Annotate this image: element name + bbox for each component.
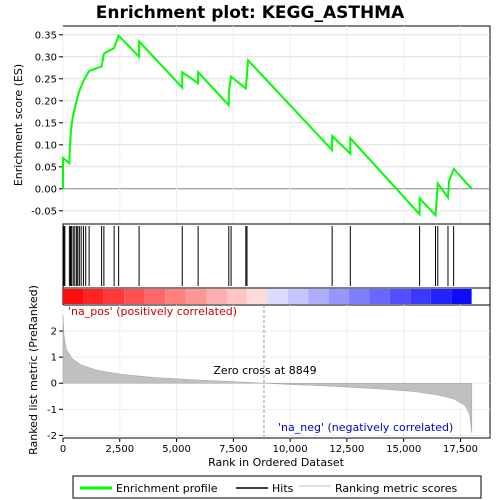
chart-title: Enrichment plot: KEGG_ASTHMA bbox=[96, 3, 405, 23]
metric-panel-frame bbox=[62, 304, 491, 439]
enrichment-profile-line bbox=[62, 33, 473, 218]
es-tick-label: 0.30 bbox=[35, 52, 57, 63]
es-tick-label: 0.20 bbox=[35, 96, 57, 107]
color-bar-segment bbox=[349, 289, 370, 304]
color-bar-segment bbox=[185, 289, 207, 304]
color-bar-segment bbox=[287, 289, 309, 304]
x-tick-label: 5,000 bbox=[162, 444, 191, 455]
x-tick-label: 17,500 bbox=[443, 444, 478, 455]
x-tick-label: 7,500 bbox=[219, 444, 248, 455]
es-y-axis-label: Enrichment score (ES) bbox=[12, 64, 25, 186]
negative-correlation-label: 'na_neg' (negatively correlated) bbox=[278, 421, 453, 434]
zero-cross-label: Zero cross at 8849 bbox=[213, 364, 316, 377]
es-tick-label: 0.25 bbox=[35, 74, 57, 85]
color-bar-segment bbox=[103, 289, 125, 304]
es-gridlines bbox=[62, 26, 490, 224]
metric-tick-label: 2 bbox=[51, 327, 57, 338]
color-bar-segment bbox=[63, 289, 84, 304]
color-bar-segment bbox=[328, 289, 350, 304]
color-bar-segment bbox=[165, 289, 186, 304]
hits-panel-frame bbox=[62, 223, 491, 289]
es-y-ticks: -0.05 0.00 0.05 0.10 0.15 0.20 0.25 0.30 0.35 bbox=[31, 30, 63, 217]
es-panel-frame bbox=[62, 25, 491, 225]
metric-y-axis-label: Ranked list metric (PreRanked) bbox=[27, 285, 40, 455]
legend-frame bbox=[72, 475, 482, 499]
legend-enrichment-label: Enrichment profile bbox=[116, 482, 218, 495]
es-tick-label: 0.05 bbox=[35, 162, 57, 173]
legend-metric-label: Ranking metric scores bbox=[335, 482, 457, 495]
metric-tick-label: 1 bbox=[51, 353, 57, 364]
metric-tick-label: -1 bbox=[47, 405, 57, 416]
color-bar-segment bbox=[369, 289, 390, 304]
legend-hits-label: Hits bbox=[272, 482, 294, 495]
color-bar-segment bbox=[226, 289, 247, 304]
positive-correlation-label: 'na_pos' (positively correlated) bbox=[68, 305, 237, 318]
color-bar-segment bbox=[451, 289, 472, 304]
color-bar-segment bbox=[144, 289, 166, 304]
color-bar-segment bbox=[410, 289, 431, 304]
legend: Enrichment profile Hits Ranking metric s… bbox=[72, 475, 482, 499]
metric-tick-label: -2 bbox=[47, 431, 57, 442]
x-tick-label: 15,000 bbox=[386, 444, 421, 455]
color-bar-segment bbox=[83, 289, 104, 304]
ranking-metric-area bbox=[62, 315, 473, 433]
color-bar-segment bbox=[246, 289, 268, 304]
x-axis-label: Rank in Ordered Dataset bbox=[208, 456, 345, 469]
es-tick-label: 0.10 bbox=[35, 140, 57, 151]
es-tick-label: 0.15 bbox=[35, 118, 57, 129]
es-tick-label: -0.05 bbox=[31, 206, 57, 217]
rank-color-bar bbox=[63, 289, 472, 304]
color-bar-segment bbox=[308, 289, 329, 304]
es-tick-label: 0.35 bbox=[35, 30, 57, 41]
color-bar-segment bbox=[267, 289, 288, 304]
hit-marks bbox=[63, 226, 455, 286]
es-tick-label: 0.00 bbox=[35, 184, 57, 195]
color-bar-segment bbox=[389, 289, 411, 304]
x-tick-label: 0 bbox=[60, 444, 66, 455]
x-tick-label: 12,500 bbox=[329, 444, 364, 455]
metric-x-ticks: 0 2,500 5,000 7,500 10,000 12,500 15,000 17,500 bbox=[60, 438, 478, 455]
metric-tick-label: 0 bbox=[51, 379, 57, 390]
metric-y-ticks: -2 -1 0 1 2 bbox=[47, 327, 63, 442]
color-bar-segment bbox=[430, 289, 452, 304]
x-tick-label: 2,500 bbox=[105, 444, 134, 455]
color-bar-segment bbox=[206, 289, 227, 304]
x-tick-label: 10,000 bbox=[273, 444, 308, 455]
color-bar-segment bbox=[124, 289, 145, 304]
